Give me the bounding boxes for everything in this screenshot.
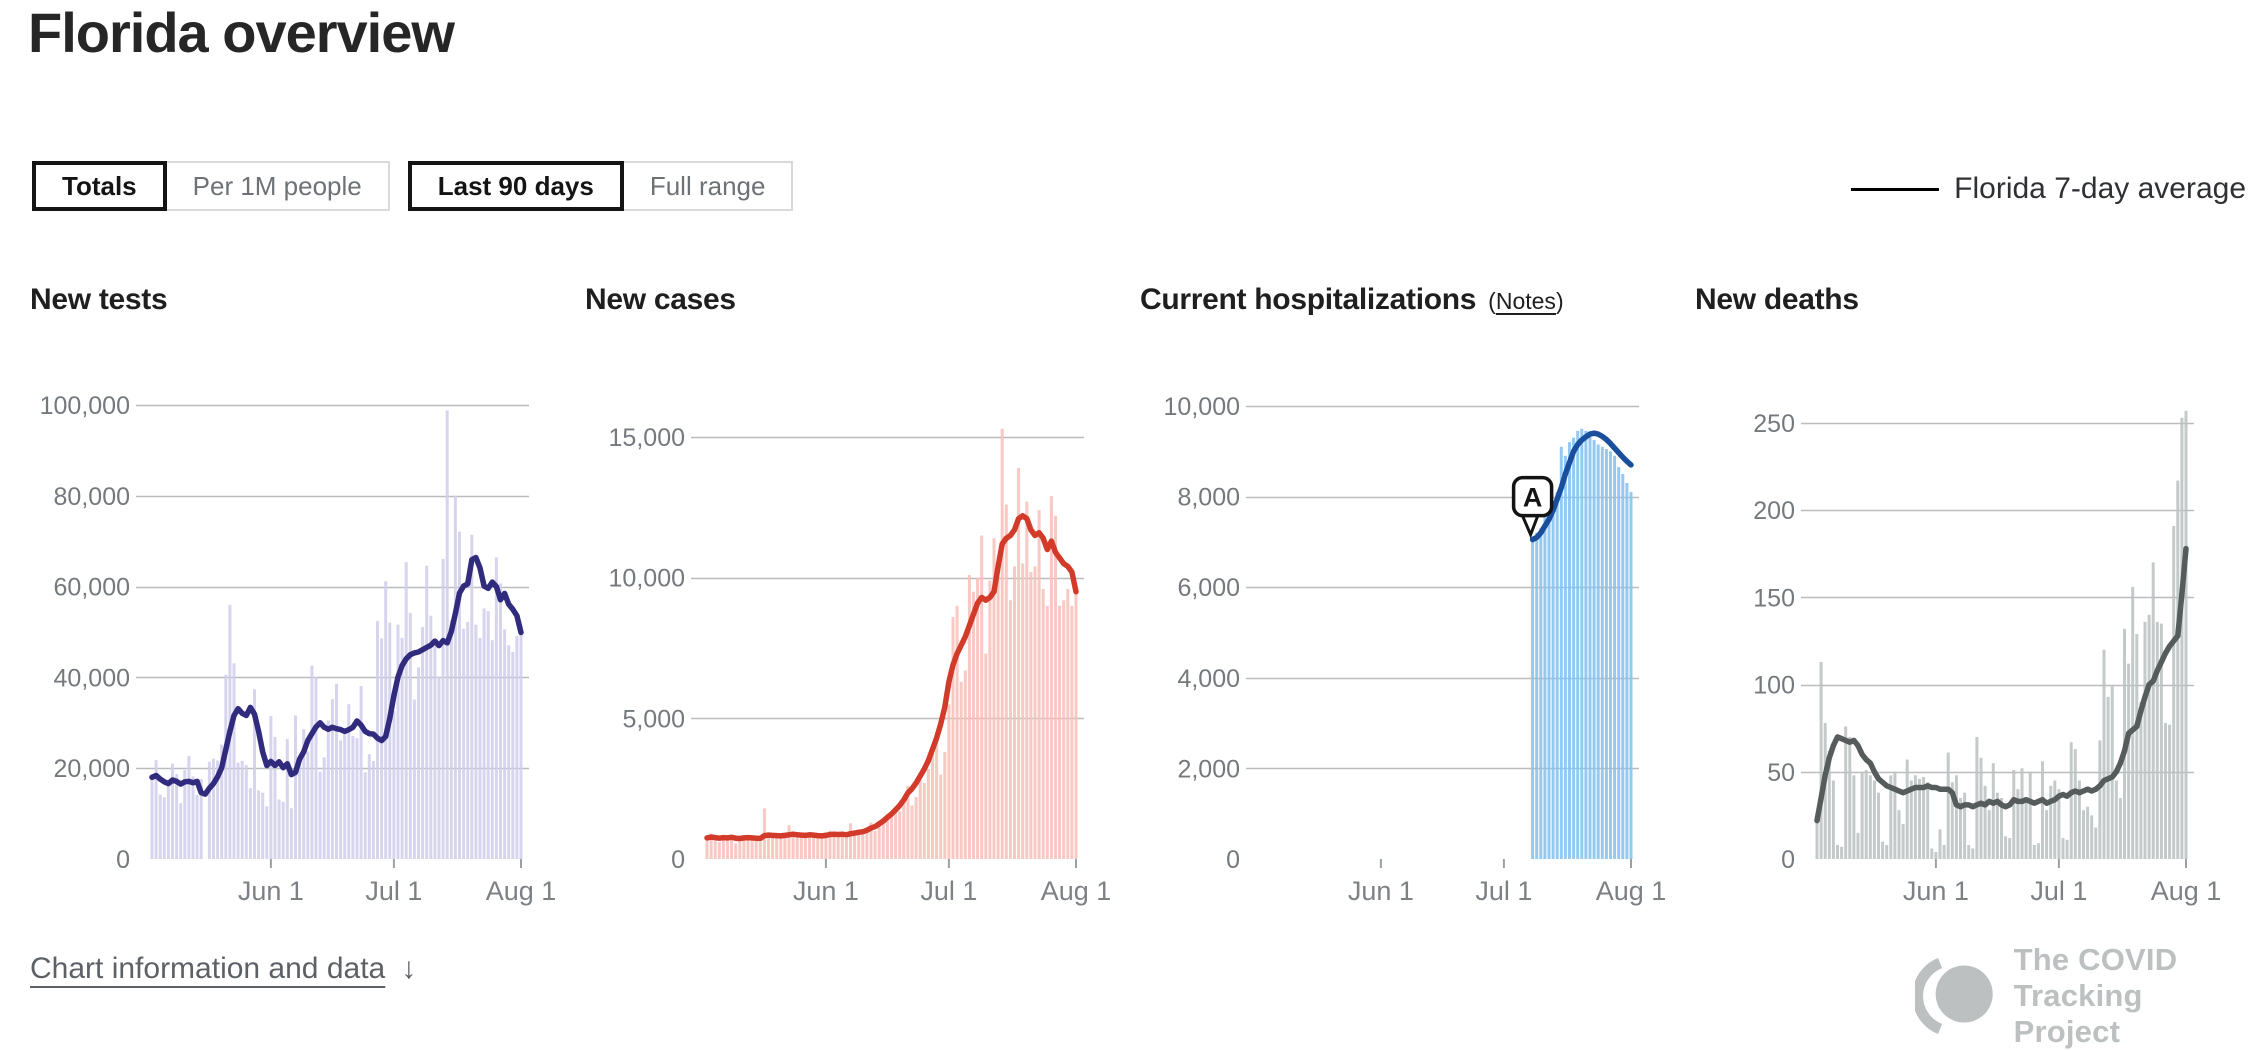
seven-day-average-line bbox=[704, 513, 1079, 842]
logo-text: The COVID Tracking Project bbox=[2014, 942, 2254, 1050]
seven-day-average-line bbox=[1529, 430, 1634, 543]
chart-title-new-cases: New cases bbox=[585, 283, 736, 316]
x-axis-label: Jun 1 bbox=[1348, 876, 1414, 906]
chart-current-hospitalizations: Current hospitalizations (Notes) 0 2,000 4… bbox=[1140, 283, 1695, 913]
legend-line-swatch bbox=[1851, 187, 1940, 191]
chart-information-row: Chart information and data ↓ bbox=[30, 952, 416, 986]
range-toggle-group: Last 90 days Full range bbox=[407, 161, 794, 211]
y-axis-label: 15,000 bbox=[609, 424, 685, 452]
y-axis-label: 50 bbox=[1767, 759, 1795, 787]
seven-day-average-line bbox=[1814, 545, 2189, 824]
logo-text-line1: The COVID bbox=[2013, 942, 2178, 977]
y-axis-label: 6,000 bbox=[1177, 574, 1240, 602]
x-axis-label: Jun 1 bbox=[793, 876, 859, 906]
y-axis-label: 4,000 bbox=[1177, 665, 1240, 693]
notes-link-text[interactable]: Notes bbox=[1495, 288, 1556, 314]
y-axis-label: 0 bbox=[1781, 846, 1795, 874]
covid-tracking-project-logo: The COVID Tracking Project bbox=[1915, 942, 2254, 1050]
x-axis-label: Jul 1 bbox=[365, 876, 422, 906]
current-hospitalizations-canvas: 0 2,000 4,000 6,000 8,000 10,000 Jun 1 Jul 1 Aug… bbox=[1140, 363, 1695, 908]
seven-day-average-line bbox=[149, 554, 524, 797]
y-axis-label: 10,000 bbox=[1164, 393, 1240, 421]
y-axis-label: 0 bbox=[671, 846, 685, 874]
y-axis-label: 40,000 bbox=[54, 664, 130, 692]
legend-label: Florida 7-day average bbox=[1954, 172, 2246, 205]
x-axis-label: Aug 1 bbox=[1596, 876, 1667, 906]
toggle-per-1m-people[interactable]: Per 1M people bbox=[164, 161, 390, 211]
legend-7-day-average: Florida 7-day average bbox=[1851, 172, 2246, 206]
controls-row: Totals Per 1M people Last 90 days Full r… bbox=[32, 161, 794, 211]
y-axis-label: 5,000 bbox=[622, 705, 685, 733]
annotation-marker-a[interactable]: A bbox=[1511, 475, 1554, 539]
new-tests-chart-svg: 0 20,000 40,000 60,000 80,000 100,000 Jun 1 Jul… bbox=[40, 392, 557, 906]
x-axis-label: Aug 1 bbox=[486, 876, 557, 906]
toggle-totals[interactable]: Totals bbox=[32, 161, 167, 211]
metric-toggle-group: Totals Per 1M people bbox=[32, 161, 390, 211]
daily-bars bbox=[1531, 428, 1633, 859]
y-axis-label: 80,000 bbox=[54, 483, 130, 511]
chart-new-cases: New cases 0 5,000 10,000 15,000 Jun 1 Jul 1 Au… bbox=[585, 283, 1140, 913]
new-cases-chart-svg: 0 5,000 10,000 15,000 Jun 1 Jul 1 Aug 1 bbox=[609, 424, 1112, 906]
y-axis-label: 20,000 bbox=[54, 755, 130, 783]
logo-mark-icon bbox=[1915, 958, 1993, 1034]
chart-title-new-tests: New tests bbox=[30, 283, 168, 316]
new-deaths-chart-svg: 0 50 100 150 200 250 Jun 1 Jul 1 Aug 1 bbox=[1753, 410, 2222, 906]
x-axis-label: Jul 1 bbox=[2030, 876, 2087, 906]
chart-new-tests: New tests 0 20,000 40,000 60,000 80,000 100,0… bbox=[30, 283, 585, 913]
notes-paren-close: ) bbox=[1555, 288, 1564, 314]
x-axis-label: Jul 1 bbox=[1475, 876, 1532, 906]
chart-title-new-deaths: New deaths bbox=[1695, 283, 1859, 316]
y-axis-label: 250 bbox=[1753, 410, 1795, 438]
chart-information-link[interactable]: Chart information and data bbox=[30, 952, 386, 985]
new-tests-canvas: 0 20,000 40,000 60,000 80,000 100,000 Jun 1 Jul… bbox=[30, 363, 585, 908]
current-hospitalizations-chart-svg: 0 2,000 4,000 6,000 8,000 10,000 Jun 1 Jul 1 Aug… bbox=[1164, 393, 1667, 906]
y-axis-label: 200 bbox=[1753, 497, 1795, 525]
y-axis-label: 0 bbox=[1226, 846, 1240, 874]
toggle-last-90-days[interactable]: Last 90 days bbox=[407, 161, 624, 211]
x-axis-label: Aug 1 bbox=[1041, 876, 1112, 906]
x-axis-label: Jun 1 bbox=[1903, 876, 1969, 906]
down-arrow-icon: ↓ bbox=[401, 952, 417, 985]
y-axis-label: 8,000 bbox=[1177, 484, 1240, 512]
chart-new-deaths: New deaths 0 50 100 150 200 250 Jun 1 Jul 1 Aug … bbox=[1695, 283, 2250, 913]
y-axis-label: 150 bbox=[1753, 584, 1795, 612]
toggle-full-range[interactable]: Full range bbox=[621, 161, 794, 211]
y-axis-label: 100,000 bbox=[40, 392, 130, 420]
chart-title-current-hospitalizations: Current hospitalizations bbox=[1140, 283, 1477, 316]
x-axis-label: Jun 1 bbox=[238, 876, 304, 906]
notes-paren-open: ( bbox=[1488, 288, 1496, 314]
notes-link[interactable]: (Notes) bbox=[1488, 288, 1563, 315]
page-title: Florida overview bbox=[28, 1, 455, 64]
y-axis-label: 2,000 bbox=[1177, 755, 1240, 783]
daily-bars bbox=[705, 428, 1078, 859]
new-deaths-canvas: 0 50 100 150 200 250 Jun 1 Jul 1 Aug 1 bbox=[1695, 363, 2250, 908]
y-axis-label: 10,000 bbox=[609, 565, 685, 593]
daily-bars bbox=[1815, 410, 2188, 859]
y-axis-label: 0 bbox=[116, 846, 130, 874]
new-cases-canvas: 0 5,000 10,000 15,000 Jun 1 Jul 1 Aug 1 bbox=[585, 363, 1140, 908]
x-axis-label: Aug 1 bbox=[2151, 876, 2222, 906]
y-axis-label: 60,000 bbox=[54, 574, 130, 602]
x-axis-label: Jul 1 bbox=[920, 876, 977, 906]
logo-text-line2: Tracking Project bbox=[2013, 978, 2143, 1049]
y-axis-label: 100 bbox=[1753, 672, 1795, 700]
svg-text:A: A bbox=[1523, 483, 1543, 513]
